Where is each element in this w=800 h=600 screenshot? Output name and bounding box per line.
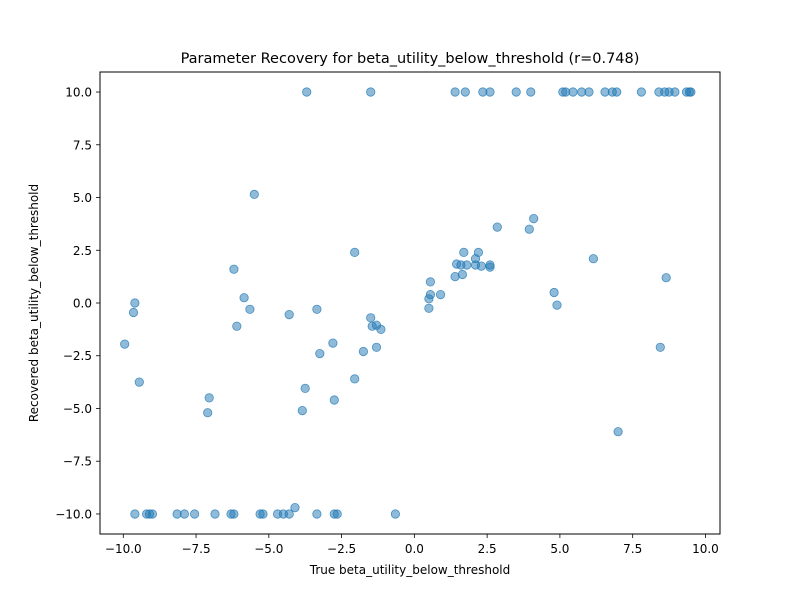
data-point-49 [371, 342, 382, 352]
data-point-76 [130, 509, 140, 519]
data-point-36 [312, 304, 322, 314]
data-point-50 [424, 303, 434, 313]
data-point-2 [450, 87, 460, 97]
data-point-33 [204, 393, 214, 403]
data-point-45 [366, 313, 376, 323]
data-point-74 [655, 342, 665, 352]
data-point-29 [130, 298, 140, 308]
data-point-92 [312, 509, 322, 519]
data-point-23 [686, 87, 696, 97]
data-point-5 [485, 87, 495, 97]
points-layer [120, 87, 696, 519]
data-point-12 [584, 87, 594, 97]
data-point-72 [588, 254, 599, 264]
y-tick-label: −2.5 [63, 349, 92, 363]
y-axis-ticks: −10.0 −7.5 −5.0 −2.5 0.0 2.5 5.0 7.5 10.0 [55, 86, 100, 521]
x-tick-label: 0.0 [405, 542, 424, 556]
data-point-42 [350, 247, 360, 257]
y-tick-label: 10.0 [65, 86, 92, 100]
data-point-95 [390, 509, 400, 519]
data-point-68 [524, 224, 534, 234]
data-point-41 [329, 395, 339, 405]
data-point-40 [297, 405, 307, 416]
x-tick-label: 10.0 [692, 542, 719, 556]
data-point-83 [210, 509, 220, 519]
data-point-6 [511, 87, 521, 97]
data-point-48 [376, 324, 386, 334]
y-axis-title: Recovered beta_utility_below_threshold [27, 184, 41, 422]
data-point-81 [179, 509, 189, 519]
chart-title: Parameter Recovery for beta_utility_belo… [181, 51, 640, 67]
data-point-28 [232, 321, 242, 331]
data-point-63 [473, 247, 483, 257]
x-axis-ticks: −10.0 −7.5 −5.0 −2.5 0.0 2.5 5.0 7.5 10.0 [105, 534, 719, 556]
x-tick-label: 5.0 [550, 542, 569, 556]
data-point-27 [245, 304, 255, 314]
data-point-43 [350, 374, 360, 384]
y-tick-label: −10.0 [55, 507, 92, 521]
data-point-87 [258, 509, 268, 519]
data-point-60 [462, 260, 472, 270]
data-point-59 [459, 247, 469, 257]
x-tick-label: −5.0 [254, 542, 283, 556]
data-point-64 [476, 261, 486, 271]
data-point-0 [302, 87, 312, 97]
data-point-39 [300, 383, 310, 393]
plot-area-frame [99, 71, 721, 535]
data-point-79 [147, 509, 157, 519]
data-point-32 [134, 377, 144, 387]
data-point-85 [229, 509, 239, 519]
x-axis-title: True beta_utility_below_threshold [309, 563, 510, 577]
data-point-35 [284, 309, 294, 320]
data-point-38 [328, 338, 338, 348]
data-point-69 [529, 214, 539, 224]
data-point-67 [492, 222, 502, 232]
y-tick-label: −5.0 [63, 402, 92, 416]
data-point-75 [613, 427, 623, 437]
y-tick-label: 0.0 [73, 297, 92, 311]
data-point-44 [358, 346, 368, 357]
data-point-20 [670, 87, 680, 97]
x-tick-label: −2.5 [327, 542, 356, 556]
data-point-71 [552, 300, 562, 310]
data-point-3 [460, 87, 470, 97]
data-point-52 [425, 289, 435, 300]
x-tick-label: −7.5 [181, 542, 210, 556]
data-point-16 [636, 87, 647, 97]
y-tick-label: 7.5 [73, 138, 92, 152]
data-point-53 [425, 277, 435, 287]
data-point-82 [190, 509, 200, 519]
data-point-37 [315, 348, 325, 359]
data-point-58 [457, 269, 467, 280]
data-point-25 [229, 264, 239, 274]
data-point-31 [120, 339, 130, 349]
data-point-15 [612, 87, 622, 97]
data-point-54 [435, 289, 446, 300]
data-point-1 [366, 87, 376, 97]
y-tick-label: −7.5 [63, 455, 92, 469]
data-point-91 [290, 502, 300, 513]
data-point-26 [239, 293, 249, 303]
data-point-30 [128, 307, 139, 318]
x-tick-label: 7.5 [623, 542, 642, 556]
y-tick-label: 2.5 [73, 244, 92, 258]
data-point-90 [284, 509, 294, 519]
data-point-70 [549, 287, 559, 298]
data-point-73 [661, 273, 671, 283]
data-point-10 [568, 87, 578, 97]
x-tick-label: −10.0 [105, 542, 142, 556]
data-point-24 [249, 189, 259, 199]
data-point-66 [485, 260, 495, 270]
y-tick-label: 5.0 [73, 191, 92, 205]
x-tick-label: 2.5 [478, 542, 497, 556]
data-point-7 [526, 87, 536, 97]
data-point-34 [203, 408, 213, 418]
data-point-94 [332, 509, 342, 519]
